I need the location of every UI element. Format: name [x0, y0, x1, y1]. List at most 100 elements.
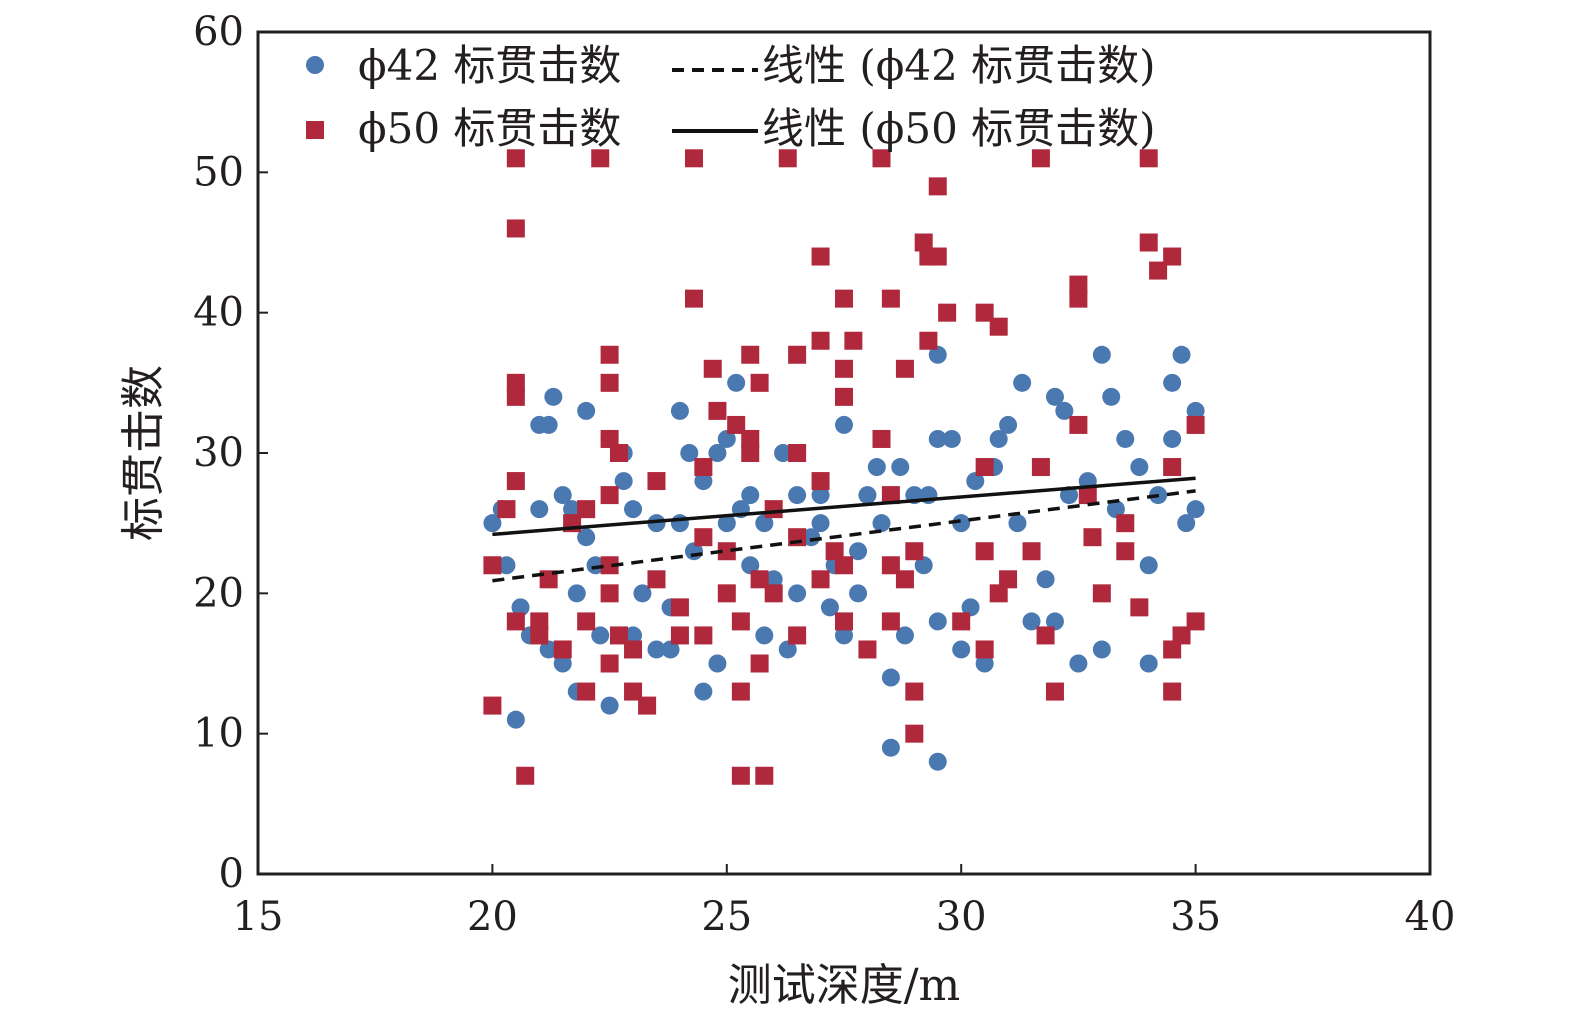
- data-point-phi50: [600, 486, 619, 505]
- data-point-phi50: [638, 696, 657, 715]
- data-point-phi50: [928, 177, 947, 196]
- data-point-phi42: [811, 486, 830, 505]
- data-point-phi50: [727, 415, 746, 434]
- data-point-phi50: [553, 640, 572, 659]
- data-point-phi42: [741, 556, 760, 575]
- data-point-phi50: [1078, 486, 1097, 505]
- data-point-phi50: [788, 626, 807, 645]
- data-point-phi42: [1055, 401, 1074, 420]
- data-point-phi42: [553, 486, 572, 505]
- data-point-phi42: [928, 612, 947, 631]
- legend-label-phi42-trend: 线性 (ϕ42 标贯击数): [762, 41, 1156, 90]
- data-point-phi42: [577, 401, 596, 420]
- y-tick-label: 20: [193, 570, 244, 616]
- legend-label-phi50-trend: 线性 (ϕ50 标贯击数): [762, 104, 1156, 153]
- data-point-phi50: [1139, 233, 1158, 252]
- data-point-phi50: [694, 528, 713, 547]
- data-point-phi42: [989, 429, 1008, 448]
- data-point-phi42: [881, 668, 900, 687]
- legend-marker-phi50: [306, 121, 324, 139]
- data-point-phi50: [811, 472, 830, 491]
- data-point-phi42: [914, 556, 933, 575]
- data-point-phi42: [717, 429, 736, 448]
- data-point-phi50: [506, 387, 525, 406]
- data-point-phi42: [872, 514, 891, 533]
- data-point-phi50: [1163, 640, 1182, 659]
- y-tick-label: 50: [193, 149, 244, 195]
- y-tick-label: 10: [193, 711, 244, 757]
- data-point-phi42: [1116, 429, 1135, 448]
- data-point-phi42: [624, 500, 643, 519]
- data-point-phi50: [731, 682, 750, 701]
- data-point-phi42: [717, 514, 736, 533]
- data-point-phi50: [741, 429, 760, 448]
- data-point-phi42: [1106, 500, 1125, 519]
- data-point-phi42: [1186, 500, 1205, 519]
- data-point-phi42: [1163, 373, 1182, 392]
- x-axis: 15 20 25 30 35 40: [233, 864, 1455, 940]
- data-point-phi42: [952, 514, 971, 533]
- data-point-phi42: [774, 444, 793, 462]
- data-point-phi42: [633, 584, 652, 603]
- data-point-phi42: [647, 514, 666, 533]
- data-point-phi50: [989, 317, 1008, 336]
- data-point-phi42: [1163, 429, 1182, 448]
- data-point-phi50: [1149, 261, 1168, 280]
- x-axis-title: 测试深度/m: [728, 960, 961, 1011]
- data-point-phi42: [741, 486, 760, 505]
- data-point-phi42: [670, 514, 689, 533]
- data-point-phi50: [497, 500, 516, 519]
- data-point-phi42: [755, 626, 774, 645]
- data-point-phi42: [1172, 345, 1191, 364]
- data-point-phi42: [511, 598, 530, 617]
- data-point-phi42: [975, 654, 994, 673]
- data-point-phi50: [835, 359, 853, 378]
- series-phi50-points: [483, 149, 1205, 785]
- data-point-phi42: [563, 500, 582, 519]
- data-point-phi42: [895, 626, 914, 645]
- data-point-phi42: [591, 626, 610, 645]
- data-point-phi50: [788, 345, 807, 364]
- data-point-phi50: [506, 472, 525, 491]
- data-point-phi50: [895, 570, 914, 589]
- data-point-phi50: [539, 570, 558, 589]
- data-point-phi42: [1102, 387, 1121, 406]
- data-point-phi50: [764, 584, 783, 603]
- y-tick-label: 40: [193, 290, 244, 336]
- x-tick-label: 15: [233, 894, 284, 940]
- data-point-phi42: [891, 458, 910, 477]
- data-point-phi42: [811, 514, 830, 533]
- data-point-phi50: [1031, 458, 1050, 477]
- data-point-phi50: [778, 149, 797, 168]
- data-point-phi50: [731, 766, 750, 785]
- data-point-phi50: [1092, 584, 1111, 603]
- data-point-phi50: [741, 444, 760, 462]
- y-tick-label: 0: [219, 851, 244, 897]
- data-point-phi50: [872, 149, 891, 168]
- data-point-phi50: [844, 331, 863, 350]
- trendline-phi42: [492, 489, 1196, 583]
- data-point-phi50: [928, 247, 947, 266]
- data-point-phi50: [989, 584, 1008, 603]
- data-point-phi50: [811, 247, 830, 266]
- data-point-phi50: [905, 724, 924, 743]
- data-point-phi42: [1092, 345, 1111, 364]
- data-point-phi50: [670, 626, 689, 645]
- data-point-phi42: [788, 584, 807, 603]
- data-point-phi50: [600, 429, 619, 448]
- data-point-phi42: [694, 472, 713, 491]
- data-point-phi42: [849, 542, 868, 561]
- legend: ϕ42 标贯击数 线性 (ϕ42 标贯击数) ϕ50 标贯击数 线性 (ϕ50 …: [306, 41, 1156, 153]
- data-point-phi50: [750, 654, 769, 673]
- data-point-phi50: [872, 429, 891, 448]
- trendlines: [492, 476, 1196, 583]
- y-tick-label: 60: [193, 9, 244, 55]
- data-point-phi42: [1008, 514, 1027, 533]
- data-point-phi42: [1045, 387, 1064, 406]
- data-point-phi42: [1177, 514, 1196, 533]
- plot-frame: [256, 30, 1432, 876]
- data-point-phi50: [717, 542, 736, 561]
- data-point-phi42: [539, 640, 558, 659]
